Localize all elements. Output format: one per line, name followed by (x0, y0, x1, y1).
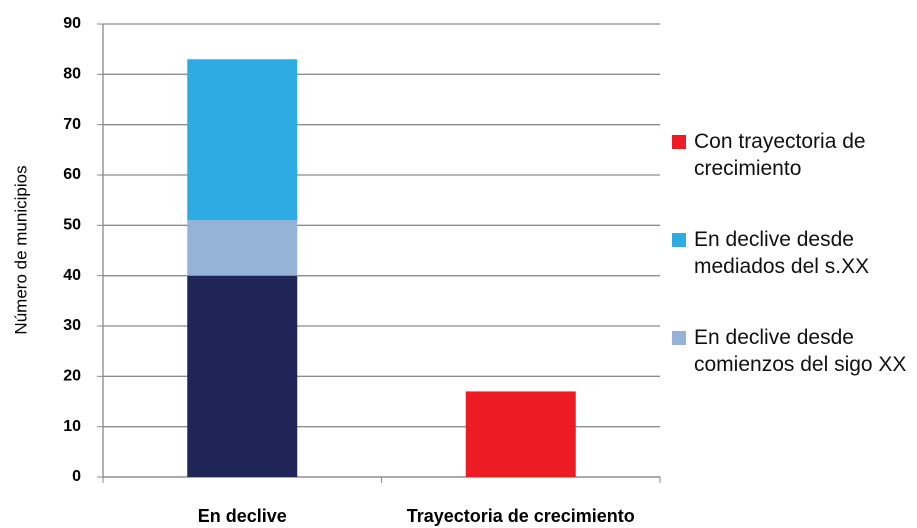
x-tick-label: Trayectoria de crecimiento (407, 506, 635, 526)
legend-item: En declive desde comienzos del sigo XX (672, 324, 917, 378)
legend-item: Con trayectoria de crecimiento (672, 128, 917, 182)
legend-label: Con trayectoria de crecimiento (694, 130, 866, 180)
y-tick-label: 70 (63, 116, 81, 133)
legend-swatch (672, 331, 686, 345)
x-tick-label: En declive (198, 506, 287, 526)
legend-item: En declive desde mediados del s.XX (672, 226, 917, 280)
y-tick-label: 90 (63, 15, 81, 32)
y-tick-label: 30 (63, 317, 81, 334)
y-axis-label: Número de municipios (11, 165, 30, 334)
legend-label: En declive desde comienzos del sigo XX (694, 326, 907, 376)
bar-segment (465, 391, 576, 477)
y-tick-label: 0 (72, 468, 81, 485)
legend-label: En declive desde mediados del s.XX (694, 228, 870, 278)
legend-swatch (672, 135, 686, 149)
bar-segment (187, 275, 298, 477)
legend-swatch (672, 233, 686, 247)
y-tick-label: 60 (63, 166, 81, 183)
y-tick-label: 40 (63, 267, 81, 284)
y-tick-label: 10 (63, 418, 81, 435)
bar-segment (187, 59, 298, 221)
y-tick-label: 80 (63, 66, 81, 83)
bar-segment (187, 220, 298, 276)
y-tick-label: 50 (63, 217, 81, 234)
y-tick-label: 20 (63, 368, 81, 385)
